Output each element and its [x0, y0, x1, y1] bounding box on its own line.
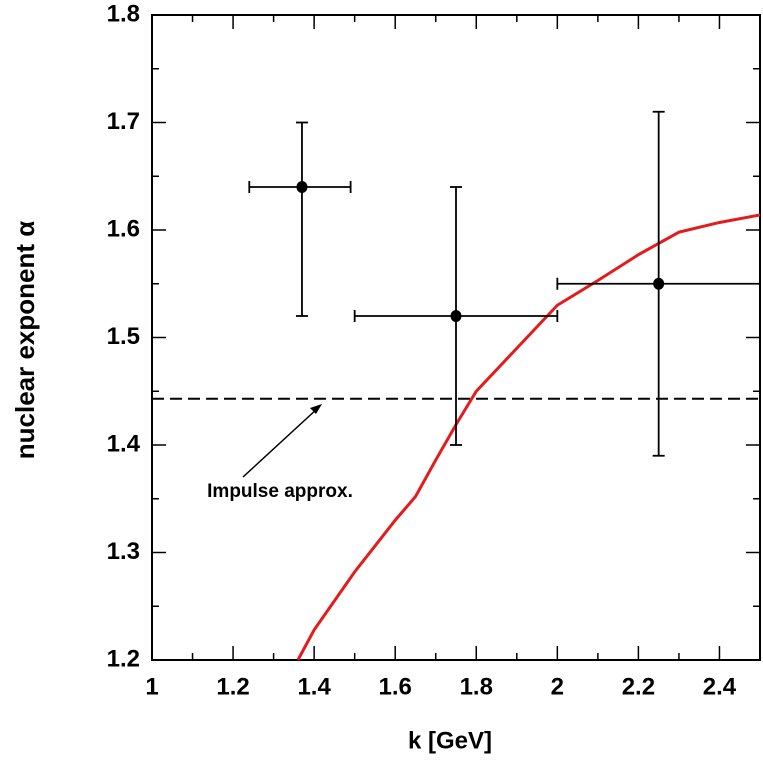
- y-tick-label: 1.6: [107, 215, 140, 242]
- y-tick-label: 1.2: [107, 645, 140, 672]
- arrow-head: [310, 404, 322, 414]
- y-tick-label: 1.5: [107, 323, 140, 350]
- y-tick-label: 1.8: [107, 0, 140, 27]
- data-point: [653, 277, 665, 290]
- x-axis-label: k [GeV]: [408, 727, 492, 754]
- x-tick-label: 2.4: [703, 673, 737, 700]
- x-tick-label: 1.4: [297, 673, 331, 700]
- model-curve: [296, 213, 761, 661]
- x-tick-label: 1.6: [379, 673, 412, 700]
- x-tick-label: 1: [145, 673, 158, 700]
- y-tick-label: 1.4: [107, 430, 141, 457]
- annotation: Impulse approx.: [207, 481, 353, 502]
- x-tick-label: 2.2: [622, 673, 655, 700]
- x-tick-label: 1.8: [460, 673, 493, 700]
- data-point: [450, 310, 462, 322]
- x-tick-label: 2: [551, 673, 564, 700]
- x-tick-label: 1.2: [216, 673, 249, 700]
- y-tick-label: 1.7: [107, 108, 140, 135]
- y-tick-label: 1.3: [107, 538, 140, 565]
- y-axis-label: nuclear exponent α: [10, 221, 40, 459]
- data-point: [296, 181, 308, 193]
- annotation-arrow: [242, 407, 319, 478]
